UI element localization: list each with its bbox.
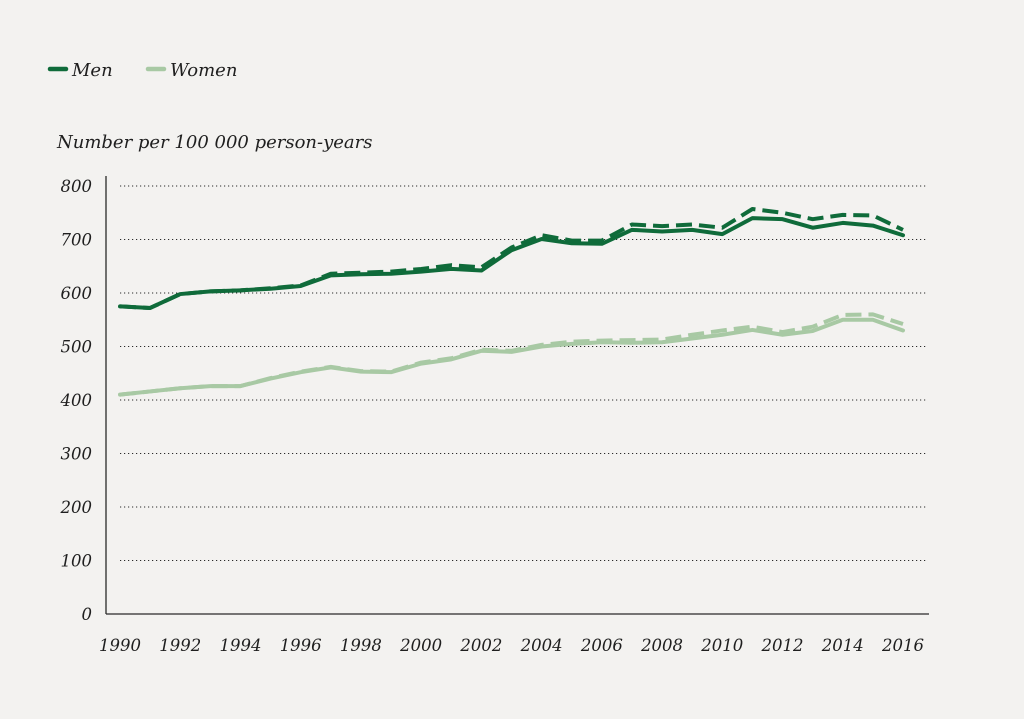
series-line-men-dashed [119, 207, 904, 310]
series-line-men-solid [118, 216, 905, 310]
gridlines [120, 185, 927, 561]
y-tick-label-600: 600 [61, 284, 93, 303]
y-tick-label-400: 400 [60, 391, 93, 410]
x-tick-label-2006: 2006 [580, 636, 623, 655]
y-tick-label-500: 500 [61, 338, 93, 357]
y-axis-ticks: 800 700 600 500 400 300 200 100 0 [60, 177, 93, 624]
x-tick-label-2016: 2016 [881, 636, 924, 655]
x-tick-label-2000: 2000 [399, 636, 442, 655]
legend-label-women: Women [170, 60, 237, 81]
x-tick-label-1990: 1990 [99, 636, 141, 655]
x-tick-label-1992: 1992 [159, 636, 201, 655]
x-tick-label-1996: 1996 [280, 636, 322, 655]
y-tick-label-0: 0 [82, 605, 93, 624]
y-tick-label-200: 200 [60, 498, 93, 517]
x-tick-label-2002: 2002 [459, 636, 502, 655]
y-tick-label-700: 700 [61, 231, 93, 250]
y-axis-label: Number per 100 000 person-years [56, 132, 373, 153]
x-tick-label-2004: 2004 [520, 636, 563, 655]
x-tick-label-2008: 2008 [640, 636, 683, 655]
series-line-women-dashed [119, 312, 904, 397]
x-tick-label-2014: 2014 [821, 636, 864, 655]
x-tick-label-1994: 1994 [219, 636, 261, 655]
y-tick-label-300: 300 [61, 445, 93, 464]
y-tick-label-100: 100 [61, 552, 93, 571]
x-tick-label-2012: 2012 [761, 636, 804, 655]
x-tick-label-2010: 2010 [700, 636, 743, 655]
axes [105, 176, 929, 615]
legend: Men Women [47, 60, 237, 81]
x-axis-ticks: 1990 1992 1994 1996 1998 2000 2002 2004 2006 2008… [99, 636, 924, 655]
legend-label-men: Men [71, 60, 113, 81]
x-tick-label-1998: 1998 [340, 636, 382, 655]
y-tick-label-800: 800 [61, 177, 93, 196]
series-group [118, 207, 905, 397]
